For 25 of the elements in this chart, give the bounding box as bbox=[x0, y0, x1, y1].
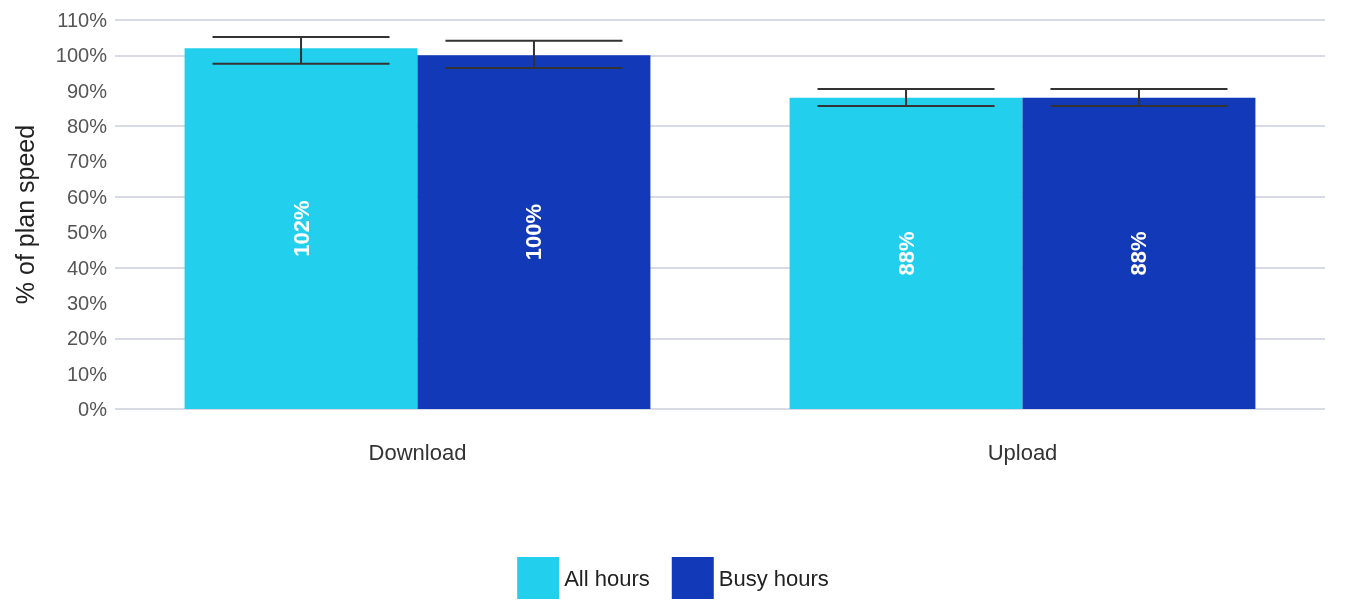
y-tick-label: 80% bbox=[66, 115, 108, 138]
y-tick-label: 0% bbox=[78, 398, 108, 420]
y-tick-label: 90% bbox=[66, 79, 108, 102]
y-axis-title: % of plan speed bbox=[10, 124, 39, 305]
y-tick-label: 20% bbox=[66, 327, 108, 350]
y-tick-label: 10% bbox=[66, 362, 108, 385]
x-tick-label: Upload bbox=[987, 439, 1058, 465]
legend-label: Busy hours bbox=[718, 565, 829, 591]
y-tick-label: 60% bbox=[66, 185, 108, 208]
legend-label: All hours bbox=[564, 565, 650, 591]
bar bbox=[417, 55, 651, 409]
bar bbox=[184, 48, 418, 409]
y-tick-label: 100% bbox=[55, 44, 108, 67]
data-label: 88% bbox=[1126, 231, 1152, 276]
x-tick-label: Download bbox=[368, 439, 467, 465]
data-label: 88% bbox=[893, 231, 919, 276]
bar bbox=[1022, 97, 1256, 409]
y-tick-label: 50% bbox=[66, 221, 108, 244]
y-tick-label: 110% bbox=[57, 9, 108, 31]
data-label: 102% bbox=[288, 200, 314, 257]
y-tick-label: 40% bbox=[66, 256, 108, 279]
y-tick-label: 30% bbox=[66, 291, 108, 314]
data-label: 100% bbox=[521, 204, 547, 261]
bar bbox=[789, 97, 1023, 409]
y-tick-label: 70% bbox=[66, 150, 108, 173]
